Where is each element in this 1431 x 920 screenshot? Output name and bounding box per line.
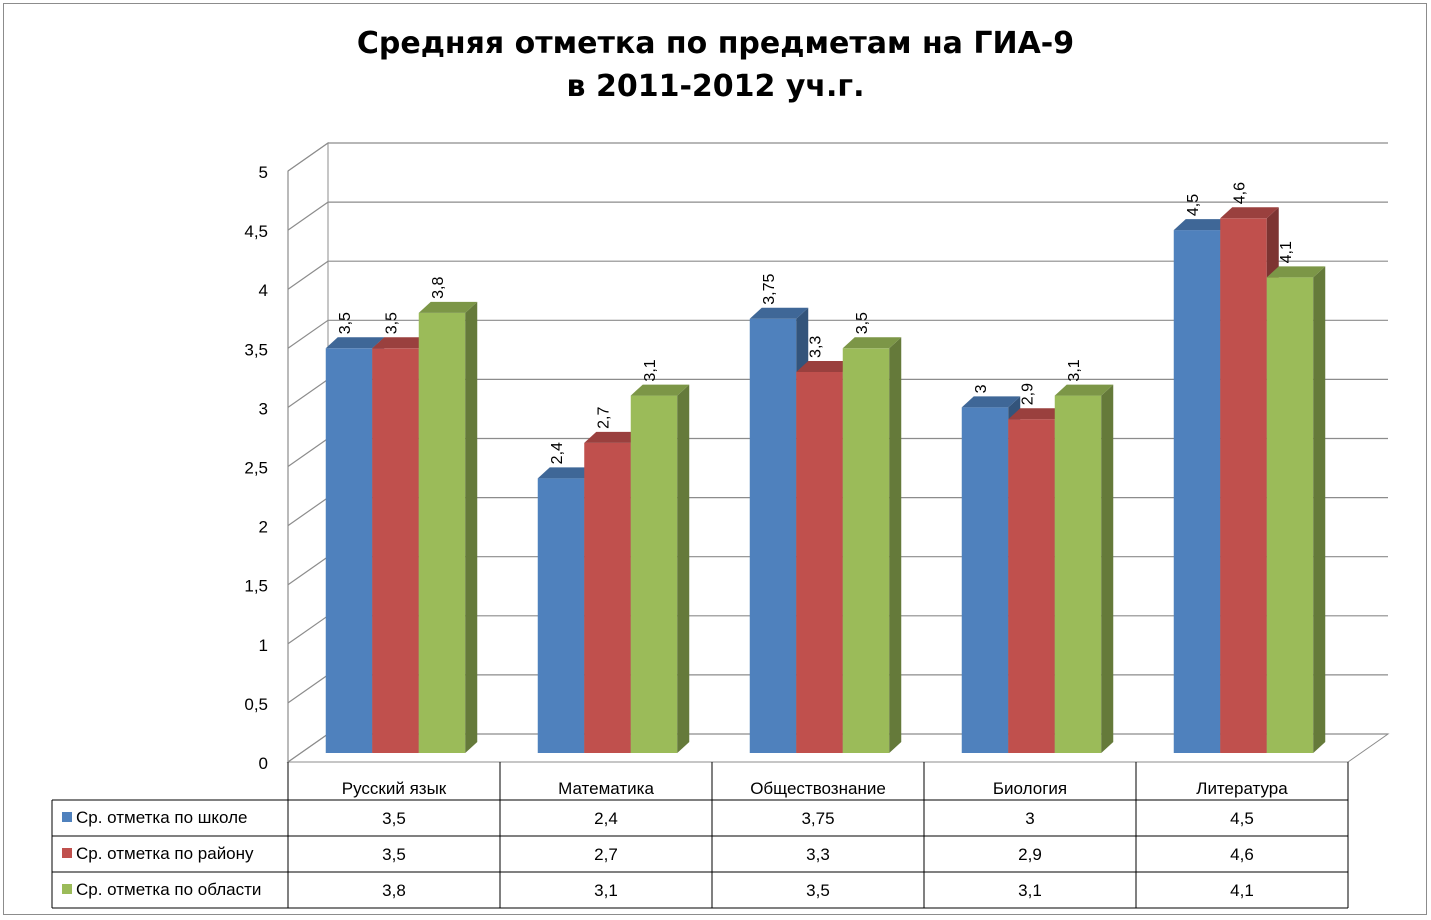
bar-top	[842, 337, 902, 349]
y-tick-label: 5	[259, 163, 268, 182]
table-cell: 3,3	[806, 845, 830, 864]
data-label: 3,8	[430, 276, 447, 298]
legend-entry: Ср. отметка по области	[76, 880, 261, 899]
table-cell: 3,5	[382, 845, 406, 864]
y-tick-label: 3	[259, 399, 268, 418]
table-cell: 2,7	[594, 845, 618, 864]
y-tick-label: 2,5	[244, 459, 268, 478]
y-tick-label: 0	[259, 754, 268, 773]
bar-top	[1054, 384, 1114, 396]
table-cell: 4,1	[1230, 881, 1254, 900]
legend-key	[62, 848, 72, 858]
bar-side	[1313, 266, 1326, 753]
y-tick-label: 3,5	[244, 340, 268, 359]
chart-title: Средняя отметка по предметам на ГИА-9 в …	[0, 22, 1431, 108]
bar-top	[630, 384, 690, 396]
data-label: 2,7	[596, 407, 613, 429]
chart-title-line-1: Средняя отметка по предметам на ГИА-9	[356, 26, 1075, 61]
data-label: 3	[973, 384, 990, 393]
bar	[1054, 395, 1102, 753]
bar-top	[584, 431, 643, 443]
bar-side	[889, 337, 902, 753]
gridline	[287, 319, 1388, 349]
table-cell: 3,8	[382, 881, 406, 900]
data-label: 3,3	[808, 336, 825, 358]
bar-top	[1173, 219, 1233, 231]
bar-top	[796, 360, 855, 372]
data-label: 2,4	[549, 442, 566, 464]
bar	[961, 407, 1009, 753]
x-category-label: Биология	[993, 779, 1067, 798]
table-cell: 4,5	[1230, 809, 1254, 828]
x-category-label: Русский язык	[342, 779, 447, 798]
data-label: 3,1	[642, 359, 659, 381]
table-cell: 2,4	[594, 809, 618, 828]
data-label: 3,75	[761, 274, 778, 305]
data-label: 3,1	[1066, 359, 1083, 381]
bar-top	[537, 467, 597, 479]
bar	[842, 348, 890, 753]
y-tick-label: 1,5	[244, 577, 268, 596]
data-label: 3,5	[337, 312, 354, 334]
bar-side	[1101, 384, 1114, 753]
bar	[418, 312, 466, 753]
table-cell: 3	[1025, 809, 1034, 828]
bar	[1173, 230, 1221, 754]
data-label: 2,9	[1020, 383, 1037, 405]
data-label: 4,6	[1232, 182, 1249, 204]
chart-title-line-2: в 2011-2012 уч.г.	[566, 69, 865, 104]
bar-side	[677, 384, 690, 753]
table-cell: 2,9	[1018, 845, 1042, 864]
bar-top	[1266, 266, 1326, 278]
bar-top	[372, 337, 431, 349]
data-label: 3,5	[384, 312, 401, 334]
bar	[1220, 218, 1267, 753]
legend-entry: Ср. отметка по школе	[76, 808, 248, 827]
table-cell: 3,75	[801, 809, 834, 828]
y-tick-label: 4	[259, 281, 268, 300]
table-cell: 3,5	[806, 881, 830, 900]
bar-top	[961, 396, 1021, 408]
legend-key	[62, 812, 72, 822]
table-cell: 4,6	[1230, 845, 1254, 864]
bar	[630, 395, 678, 753]
bar	[325, 348, 373, 753]
bar-top	[749, 307, 809, 319]
legend-key	[62, 884, 72, 894]
bar	[749, 318, 797, 753]
bar-top	[1008, 408, 1067, 420]
bar-side	[465, 301, 478, 753]
x-category-label: Литература	[1196, 779, 1288, 798]
legend-entry: Ср. отметка по району	[76, 844, 254, 863]
bar	[584, 442, 631, 753]
data-label: 4,5	[1185, 194, 1202, 216]
table-cell: 3,1	[594, 881, 618, 900]
data-label: 4,1	[1278, 241, 1295, 263]
gridline	[287, 142, 1388, 172]
bar	[537, 478, 585, 753]
y-tick-label: 0,5	[244, 695, 268, 714]
x-category-label: Обществознание	[750, 779, 886, 798]
y-tick-label: 4,5	[244, 222, 268, 241]
gridline	[287, 201, 1388, 231]
bar	[1008, 419, 1055, 753]
gridline	[287, 260, 1388, 290]
y-tick-label: 1	[259, 636, 268, 655]
bar-top	[1220, 207, 1279, 219]
table-cell: 3,5	[382, 809, 406, 828]
x-category-label: Математика	[558, 779, 654, 798]
bar	[372, 348, 419, 753]
bar-top	[325, 337, 385, 349]
data-label: 3,5	[854, 312, 871, 334]
bar-top	[418, 301, 478, 313]
bar	[796, 371, 843, 753]
y-tick-label: 2	[259, 518, 268, 537]
bar	[1266, 277, 1314, 753]
table-cell: 3,1	[1018, 881, 1042, 900]
